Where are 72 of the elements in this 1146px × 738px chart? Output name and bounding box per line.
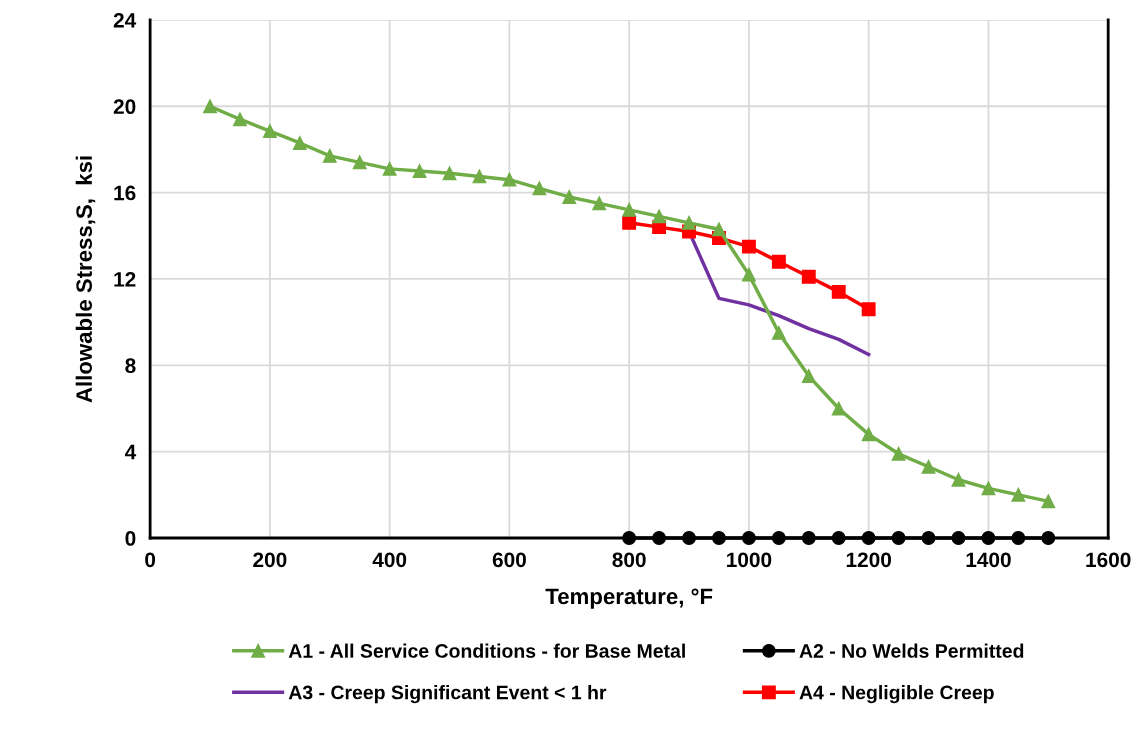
point bbox=[232, 112, 247, 127]
point bbox=[921, 459, 936, 474]
point bbox=[951, 531, 966, 545]
point bbox=[891, 446, 906, 461]
y-tick-label: 12 bbox=[114, 271, 136, 287]
point bbox=[771, 325, 786, 340]
point bbox=[412, 164, 427, 178]
point bbox=[831, 284, 846, 299]
point bbox=[981, 481, 996, 496]
point bbox=[921, 531, 936, 545]
point bbox=[861, 531, 876, 545]
x-tick-label: 600 bbox=[492, 552, 526, 568]
point bbox=[622, 215, 637, 230]
x-tick-label: 400 bbox=[372, 552, 407, 568]
point bbox=[472, 169, 487, 184]
x-tick-label: 1000 bbox=[727, 552, 772, 568]
y-tick-label: 4 bbox=[124, 444, 137, 460]
y-tick-label: 16 bbox=[114, 185, 136, 201]
y-tick-label: 20 bbox=[113, 99, 136, 115]
point bbox=[741, 239, 756, 254]
point bbox=[801, 269, 816, 284]
point bbox=[712, 222, 726, 237]
x-tick-label: 800 bbox=[612, 552, 646, 568]
point bbox=[562, 189, 577, 204]
point bbox=[741, 531, 756, 545]
y-axis-title: Allowable Stress,S, ksi bbox=[75, 156, 96, 403]
point bbox=[831, 401, 846, 416]
point bbox=[292, 136, 307, 150]
point bbox=[622, 531, 637, 545]
point bbox=[771, 254, 786, 269]
point bbox=[981, 531, 996, 545]
point bbox=[532, 181, 547, 196]
point bbox=[891, 531, 906, 545]
point bbox=[1041, 531, 1056, 545]
point bbox=[502, 172, 517, 187]
point bbox=[682, 215, 696, 230]
x-tick-label: 1600 bbox=[1086, 552, 1131, 568]
point bbox=[771, 531, 786, 545]
x-axis-title: Temperature, °F bbox=[545, 588, 713, 609]
legend-label: A2 - No Welds Permitted bbox=[799, 643, 1024, 658]
point bbox=[741, 267, 756, 282]
x-tick-label: 1400 bbox=[966, 552, 1011, 568]
point bbox=[592, 196, 607, 211]
point bbox=[861, 427, 876, 442]
x-tick-label: 200 bbox=[253, 552, 287, 568]
point bbox=[1011, 531, 1026, 545]
legend-label: A4 - Negligible Creep bbox=[799, 685, 994, 704]
point bbox=[1011, 487, 1026, 502]
point bbox=[622, 202, 637, 217]
legend-label: A3 - Creep Significant Event < 1 hr bbox=[288, 685, 607, 704]
point bbox=[712, 531, 726, 545]
point bbox=[831, 531, 846, 545]
point bbox=[322, 148, 337, 163]
y-tick-label: 24 bbox=[113, 12, 137, 28]
point bbox=[352, 155, 367, 170]
y-tick-label: 0 bbox=[125, 531, 136, 546]
point bbox=[1041, 494, 1056, 509]
point bbox=[652, 531, 667, 545]
point bbox=[442, 166, 457, 181]
point bbox=[652, 209, 667, 224]
y-tick-label: 8 bbox=[125, 358, 136, 374]
point bbox=[203, 99, 217, 114]
x-tick-label: 1200 bbox=[846, 552, 891, 568]
point bbox=[951, 472, 966, 487]
point bbox=[682, 531, 696, 545]
point bbox=[801, 369, 816, 384]
x-tick-label: 0 bbox=[145, 552, 156, 568]
point bbox=[861, 302, 876, 317]
point bbox=[801, 531, 816, 545]
point bbox=[262, 124, 277, 139]
legend-label: A1 - All Service Conditions - for Base Metal bbox=[288, 643, 685, 658]
point bbox=[382, 161, 397, 176]
